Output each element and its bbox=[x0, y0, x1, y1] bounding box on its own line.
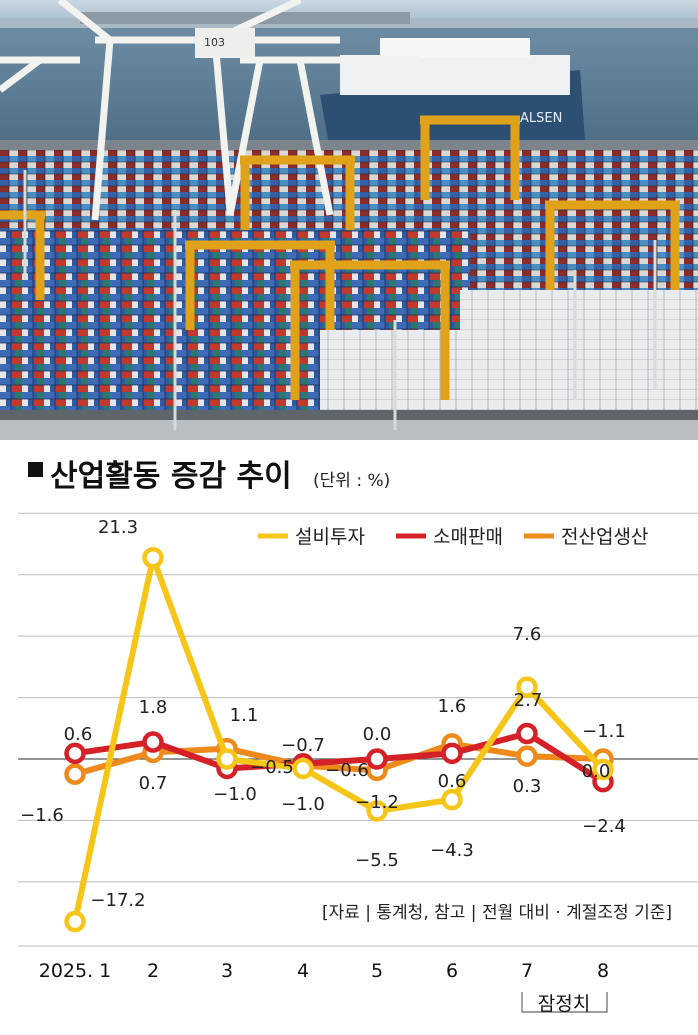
preliminary-bracket: 잠정치 bbox=[521, 992, 608, 1015]
data-label: 0.6 bbox=[64, 724, 93, 745]
port-photo: ALSEN 103 bbox=[0, 0, 698, 440]
data-label: −2.4 bbox=[582, 816, 626, 837]
x-tick-label: 8 bbox=[597, 960, 609, 982]
series-point bbox=[516, 722, 538, 745]
series-point bbox=[292, 757, 314, 780]
x-tick-label: 2025. 1 bbox=[39, 960, 112, 982]
legend-label: 전산업생산 bbox=[561, 526, 648, 548]
series-point bbox=[366, 748, 388, 770]
data-label: 0.0 bbox=[363, 724, 392, 745]
data-label: 0.7 bbox=[139, 773, 168, 794]
chart-title-group: 산업활동 증감 추이 (단위 : %) bbox=[28, 459, 390, 494]
data-label: −1.0 bbox=[281, 794, 325, 815]
series-point bbox=[516, 676, 538, 698]
ship-name: ALSEN bbox=[520, 111, 562, 126]
data-label: −0.7 bbox=[281, 735, 325, 756]
data-label: 21.3 bbox=[98, 517, 138, 538]
chart-title: 산업활동 증감 추이 bbox=[50, 459, 292, 494]
data-label: −5.5 bbox=[355, 850, 399, 871]
series-point bbox=[64, 910, 86, 933]
data-label: −1.0 bbox=[213, 784, 257, 805]
x-tick-label: 7 bbox=[521, 960, 533, 982]
series-line bbox=[72, 730, 606, 785]
data-label: 0.0 bbox=[582, 761, 611, 782]
data-label: −0.5 bbox=[250, 757, 294, 778]
data-label: 0.3 bbox=[513, 776, 542, 797]
preliminary-note: 잠정치 bbox=[538, 993, 590, 1015]
series-line bbox=[72, 554, 606, 925]
x-tick-label: 4 bbox=[297, 960, 309, 982]
title-square-icon bbox=[28, 462, 43, 477]
source-note: [자료 | 통계청, 참고 | 전월 대비 · 계절조정 기준] bbox=[322, 903, 672, 923]
data-label: 1.8 bbox=[139, 697, 168, 718]
industrial-activity-chart: 산업활동 증감 추이 (단위 : %) 설비투자 소매판매 전산업생산 −1.6 0.… bbox=[18, 459, 698, 1015]
gantry-cranes bbox=[0, 115, 680, 400]
x-tick-label: 2 bbox=[147, 960, 159, 982]
data-label: −17.2 bbox=[90, 890, 145, 911]
data-label: −4.3 bbox=[430, 840, 474, 861]
series-point bbox=[64, 763, 86, 785]
crane-cab bbox=[195, 28, 255, 58]
data-label: 2.7 bbox=[514, 690, 543, 711]
data-label: 7.6 bbox=[513, 624, 542, 645]
data-label: −1.1 bbox=[582, 721, 626, 742]
data-labels: −1.60.71.1−0.7−1.21.60.30.00.61.8−1.0−0.… bbox=[20, 517, 626, 911]
data-label: 1.6 bbox=[438, 696, 467, 717]
x-tick-label: 5 bbox=[371, 960, 383, 982]
series-point bbox=[516, 745, 538, 767]
x-axis: 2025. 1 2 3 4 5 6 7 8 bbox=[39, 960, 609, 982]
series-point bbox=[64, 742, 86, 765]
ship: ALSEN bbox=[320, 38, 585, 150]
legend-label: 설비투자 bbox=[295, 526, 365, 548]
x-tick-label: 6 bbox=[446, 960, 458, 982]
crane-number: 103 bbox=[204, 36, 225, 49]
series-point bbox=[366, 800, 388, 822]
legend: 설비투자 소매판매 전산업생산 bbox=[258, 526, 648, 548]
series-lines bbox=[64, 546, 614, 933]
series-point bbox=[142, 731, 164, 753]
data-label: 0.6 bbox=[438, 771, 467, 792]
series-point bbox=[441, 742, 463, 765]
series-line bbox=[72, 740, 606, 778]
series-point bbox=[142, 546, 164, 569]
data-label: −1.2 bbox=[355, 792, 399, 813]
data-label: −0.6 bbox=[325, 760, 369, 781]
series-point bbox=[592, 758, 614, 781]
data-label: −1.6 bbox=[20, 805, 64, 826]
data-label: 1.1 bbox=[230, 705, 259, 726]
light-poles bbox=[23, 170, 657, 430]
x-tick-label: 3 bbox=[221, 960, 233, 982]
unit-note: (단위 : %) bbox=[313, 471, 390, 491]
series-point bbox=[216, 748, 238, 770]
series-point bbox=[441, 788, 463, 811]
legend-label: 소매판매 bbox=[433, 526, 503, 548]
